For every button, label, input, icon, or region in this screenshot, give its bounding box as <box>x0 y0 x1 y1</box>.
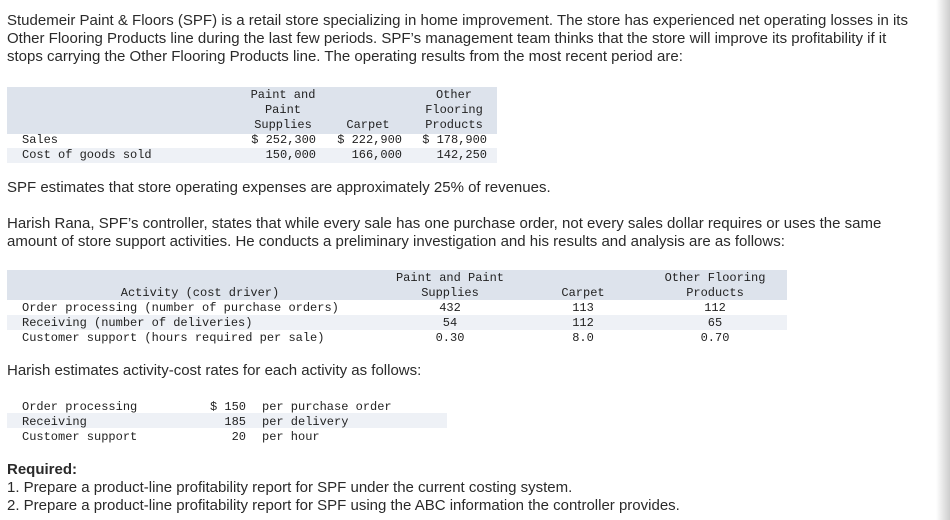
activity-row-receiving-other: 65 <box>707 316 723 330</box>
activity-row-order-carpet: 113 <box>572 301 594 315</box>
activity-row-support-paint: 0.30 <box>435 331 465 345</box>
activity-header-paint-1: Paint and Paint <box>395 271 505 285</box>
activity-row-order-paint: 432 <box>439 301 461 315</box>
rates-row-order-unit: per purchase order <box>262 400 392 414</box>
ops-header-other-2: Flooring <box>425 103 483 117</box>
ops-header-paint-1: Paint and <box>250 88 316 102</box>
rates-row-receiving-amount: 185 <box>224 415 246 429</box>
ops-row-sales-label: Sales <box>22 133 59 147</box>
ops-row-cogs-carpet: 166,000 <box>351 148 402 162</box>
activity-row-band <box>7 315 787 330</box>
rates-row-order-amount: $ 150 <box>209 400 246 414</box>
intro-line-3: stops carrying the Other Flooring Produc… <box>7 48 683 65</box>
activity-header-paint-2: Supplies <box>421 286 479 300</box>
activity-header-band <box>7 270 787 300</box>
activity-header-other-1: Other Flooring <box>664 271 766 285</box>
ops-header-band <box>7 87 497 134</box>
rates-row-support-label: Customer support <box>22 430 138 444</box>
ops-header-paint-3: Supplies <box>254 118 312 132</box>
rates-row-support-unit: per hour <box>262 430 320 444</box>
required-heading: Required: <box>7 461 78 478</box>
rates-row-receiving-label: Receiving <box>22 415 87 429</box>
ops-row-sales-carpet: $ 222,900 <box>337 133 402 147</box>
activity-row-order-other: 112 <box>704 301 726 315</box>
activity-header-carpet: Carpet <box>561 286 605 300</box>
ops-row-cogs-other: 142,250 <box>436 148 487 162</box>
ops-header-other-1: Other <box>435 88 472 102</box>
activity-header-label: Activity (cost driver) <box>120 286 280 300</box>
activity-row-receiving-label: Receiving (number of deliveries) <box>22 316 253 330</box>
harish-line-1: Harish Rana, SPF’s controller, states th… <box>7 215 882 232</box>
ops-header-other-3: Products <box>425 118 483 132</box>
activity-row-support-label: Customer support (hours required per sal… <box>22 331 325 345</box>
activity-header-other-2: Products <box>686 286 744 300</box>
rates-row-order-label: Order processing <box>22 400 138 414</box>
intro-line-1: Studemeir Paint & Floors (SPF) is a reta… <box>7 12 908 29</box>
required-item-1: 1. Prepare a product-line profitability … <box>7 479 573 496</box>
ops-header-carpet: Carpet <box>346 118 390 132</box>
ops-row-sales-paint: $ 252,300 <box>251 133 316 147</box>
rates-row-support-amount: 20 <box>231 430 246 444</box>
ops-row-band <box>7 148 497 163</box>
ops-row-cogs-paint: 150,000 <box>265 148 316 162</box>
activity-row-receiving-paint: 54 <box>442 316 458 330</box>
ops-row-cogs-label: Cost of goods sold <box>22 148 152 162</box>
ops-header-paint-2: Paint <box>264 103 301 117</box>
activity-row-support-other: 0.70 <box>700 331 730 345</box>
rates-row-band <box>7 413 447 428</box>
harish-line-2: amount of store support activities. He c… <box>7 233 785 250</box>
ops-row-sales-other: $ 178,900 <box>422 133 487 147</box>
activity-row-support-carpet: 8.0 <box>572 331 594 345</box>
intro-line-2: Other Flooring Products line during the … <box>7 30 887 47</box>
right-edge-shadow <box>936 0 950 520</box>
required-item-2: 2. Prepare a product-line profitability … <box>7 497 680 514</box>
activity-row-order-label: Order processing (number of purchase ord… <box>22 301 339 315</box>
activity-row-receiving-carpet: 112 <box>572 316 594 330</box>
rates-row-receiving-unit: per delivery <box>262 415 349 429</box>
rates-intro: Harish estimates activity-cost rates for… <box>7 362 422 379</box>
opex-note: SPF estimates that store operating expen… <box>7 179 551 196</box>
